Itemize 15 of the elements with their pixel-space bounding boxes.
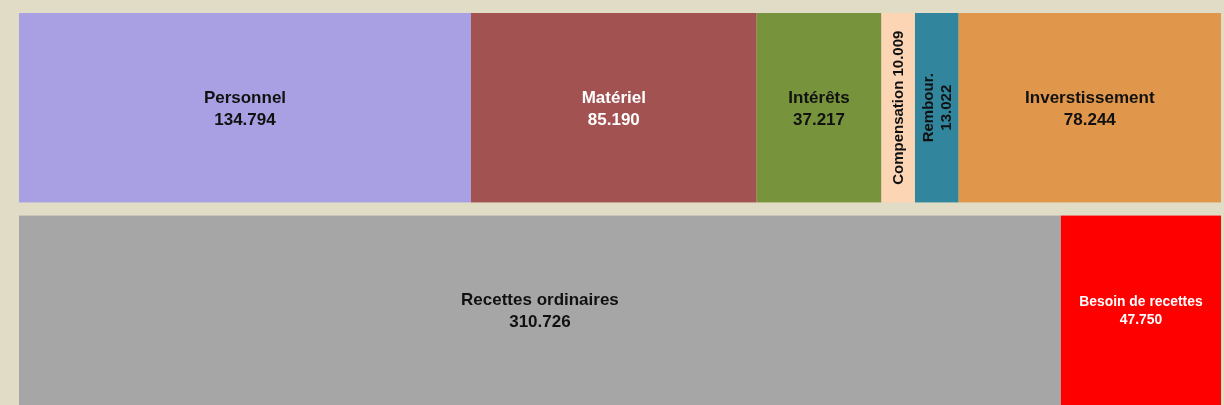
data-label: 85.190 <box>587 109 640 129</box>
series-label: Personnel <box>203 87 287 107</box>
data-label: 78.244 <box>1063 109 1117 129</box>
data-label: 310.726 <box>509 312 571 332</box>
series-label: Rembour. <box>919 73 937 143</box>
data-label: 37.217 <box>793 109 846 129</box>
data-label: 47.750 <box>1119 311 1163 328</box>
data-label: 134.794 <box>214 109 277 129</box>
series-label: Recettes ordinaires <box>461 290 619 310</box>
series-label: Matériel <box>581 87 646 107</box>
data-label: 13.022 <box>936 84 954 131</box>
text: Compensation 10.009 <box>889 30 907 185</box>
series-label: Intérêts <box>788 87 850 107</box>
series-label: Inverstissement <box>1025 87 1155 107</box>
series-label: Besoin de recettes <box>1079 293 1203 310</box>
